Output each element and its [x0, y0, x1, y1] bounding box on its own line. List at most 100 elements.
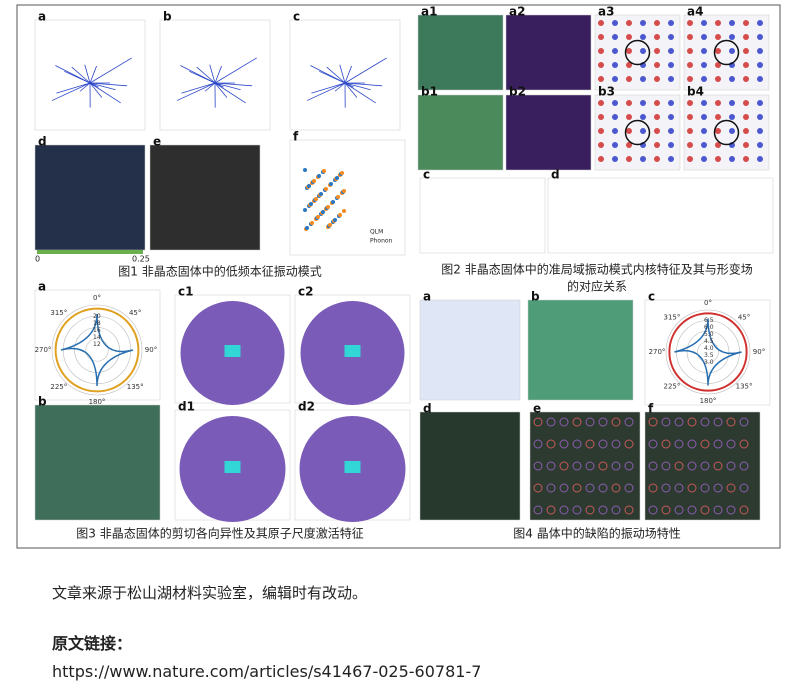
- polar-ring: [665, 309, 751, 395]
- hex: [726, 417, 736, 427]
- hex: [559, 483, 569, 493]
- atom: [640, 48, 646, 54]
- atom: [757, 156, 763, 162]
- radial-label: 6.5: [704, 317, 714, 324]
- atom: [668, 142, 674, 148]
- panel-image: [417, 14, 504, 91]
- hex: [546, 417, 556, 427]
- atom: [715, 48, 721, 54]
- panel-image: [419, 177, 546, 254]
- scatter: [333, 218, 337, 222]
- scatter: [316, 215, 320, 219]
- source-text: 文章来源于松山湖材料实验室，编辑时有改动。: [52, 584, 368, 602]
- hex: [533, 417, 543, 427]
- atom: [654, 34, 660, 40]
- angle-label: 180°: [700, 397, 717, 405]
- atom: [729, 34, 735, 40]
- scribble: [89, 57, 132, 84]
- hex: [572, 483, 582, 493]
- cluster: [344, 345, 361, 357]
- atom: [640, 128, 646, 134]
- atom: [598, 20, 604, 26]
- scribble: [89, 82, 128, 87]
- atom: [612, 156, 618, 162]
- angle-label: 315°: [664, 313, 681, 321]
- panel-label: c: [648, 290, 655, 304]
- radial-label: 14: [93, 334, 101, 341]
- hex: [713, 461, 723, 471]
- hex: [559, 461, 569, 471]
- hex: [687, 505, 697, 515]
- angle-label: 225°: [50, 383, 67, 391]
- scatter: [317, 174, 321, 178]
- scribble: [84, 64, 91, 84]
- hex: [713, 417, 723, 427]
- atom: [668, 156, 674, 162]
- atom: [598, 114, 604, 120]
- atom: [598, 156, 604, 162]
- hex: [611, 483, 621, 493]
- polar-ring: [74, 327, 120, 373]
- polar-lobes: [60, 313, 134, 387]
- hex: [533, 439, 543, 449]
- angle-label: 45°: [129, 309, 141, 317]
- hex: [559, 417, 569, 427]
- atom: [626, 128, 632, 134]
- panel-label: b: [531, 290, 540, 304]
- panel-label: c: [293, 10, 300, 24]
- panel-label: b2: [509, 85, 526, 99]
- scribble: [79, 82, 91, 92]
- radial-label: 4.0: [704, 345, 714, 352]
- atom: [687, 142, 693, 148]
- scribble: [214, 82, 253, 87]
- scribble: [344, 82, 376, 104]
- atom: [668, 20, 674, 26]
- hex: [585, 505, 595, 515]
- hex: [739, 439, 749, 449]
- panel-label: c: [423, 168, 430, 182]
- hex: [713, 439, 723, 449]
- scribble: [344, 82, 358, 98]
- atom: [668, 128, 674, 134]
- hex: [572, 439, 582, 449]
- scatter: [305, 226, 309, 230]
- atom: [743, 114, 749, 120]
- radial-label: 18: [93, 320, 101, 327]
- scribble: [51, 82, 91, 101]
- atom: [687, 128, 693, 134]
- hex: [661, 461, 671, 471]
- atom: [612, 48, 618, 54]
- atom: [743, 100, 749, 106]
- ring: [624, 39, 651, 66]
- hex: [533, 483, 543, 493]
- caption: 图4 晶体中的缺陷的振动场特性: [513, 526, 680, 541]
- atom: [640, 114, 646, 120]
- panel-label: f: [293, 130, 299, 144]
- atom: [640, 20, 646, 26]
- atom: [729, 156, 735, 162]
- radial-label: 4.5: [704, 338, 714, 345]
- panel-image: [419, 299, 521, 401]
- hex: [687, 417, 697, 427]
- hex: [598, 505, 608, 515]
- atom: [757, 142, 763, 148]
- atom: [757, 100, 763, 106]
- scribble: [334, 82, 346, 92]
- atom: [598, 100, 604, 106]
- atom: [668, 62, 674, 68]
- atom: [626, 48, 632, 54]
- scribble: [204, 82, 216, 92]
- atom: [701, 34, 707, 40]
- scribble: [214, 82, 228, 98]
- hex: [648, 439, 658, 449]
- scatter: [319, 192, 323, 196]
- atom: [626, 62, 632, 68]
- hex: [739, 483, 749, 493]
- hex: [624, 439, 634, 449]
- scatter: [310, 221, 314, 225]
- scribble: [344, 82, 371, 91]
- atom: [640, 76, 646, 82]
- scribble: [71, 66, 91, 84]
